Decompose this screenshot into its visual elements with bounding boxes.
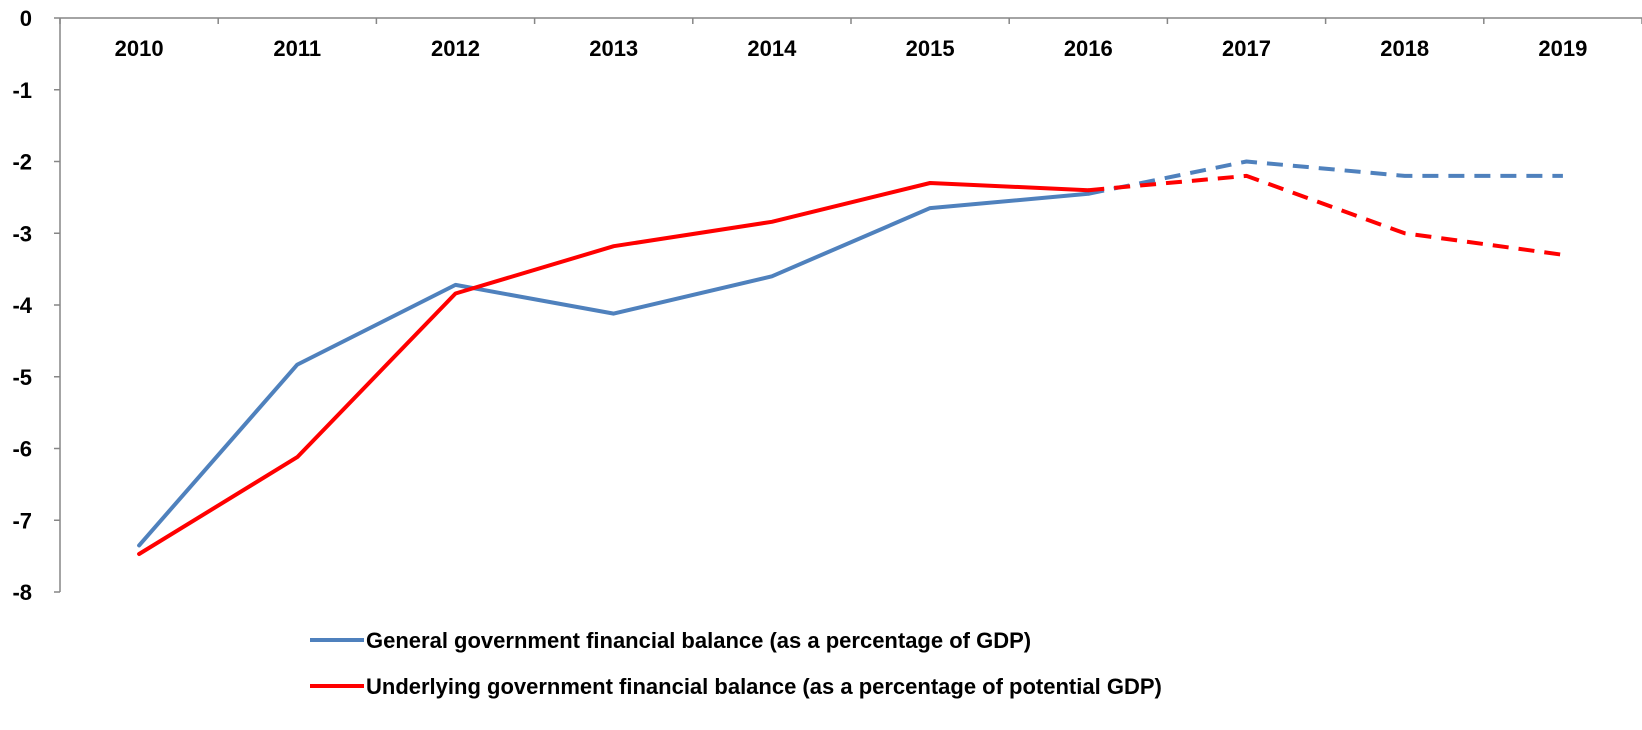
legend: General government financial balance (as… [310, 628, 1162, 699]
series-lines [137, 159, 1564, 556]
x-axis-labels: 2010 2011 2012 2013 2014 2015 2016 2017 2018 2019 [115, 36, 1588, 61]
x-tick-label: 2016 [1064, 36, 1113, 61]
series-1-actual-line [137, 191, 1091, 548]
series-2-forecast-line [1088, 173, 1564, 257]
y-tick-label: -1 [12, 78, 32, 103]
x-tick-label: 2012 [431, 36, 480, 61]
legend-item-1: General government financial balance (as… [310, 628, 1031, 653]
x-tick-label: 2010 [115, 36, 164, 61]
series-2-actual-line [137, 181, 1091, 556]
y-tick-label: -6 [12, 437, 32, 462]
series-1-forecast-line [1087, 159, 1563, 196]
series-1 [137, 159, 1563, 548]
x-tick-label: 2015 [906, 36, 955, 61]
series-2 [137, 173, 1564, 556]
axes [54, 17, 1642, 593]
y-tick-label: -3 [12, 221, 32, 246]
y-tick-label: -2 [12, 150, 32, 175]
y-axis-labels: 0 -1 -2 -3 -4 -5 -6 -7 -8 [12, 6, 32, 605]
legend-label: Underlying government financial balance … [366, 674, 1162, 699]
x-tick-label: 2013 [589, 36, 638, 61]
y-tick-label: 0 [20, 6, 32, 31]
x-tick-label: 2014 [747, 36, 797, 61]
y-tick-label: -5 [12, 365, 32, 390]
y-tick-label: -7 [12, 508, 32, 533]
x-tick-label: 2019 [1538, 36, 1587, 61]
legend-item-2: Underlying government financial balance … [310, 674, 1162, 699]
legend-label: General government financial balance (as… [366, 628, 1031, 653]
x-tick-label: 2011 [273, 36, 321, 61]
y-tick-label: -4 [12, 293, 32, 318]
x-tick-label: 2018 [1380, 36, 1429, 61]
y-tick-label: -8 [12, 580, 32, 605]
x-tick-label: 2017 [1222, 36, 1271, 61]
